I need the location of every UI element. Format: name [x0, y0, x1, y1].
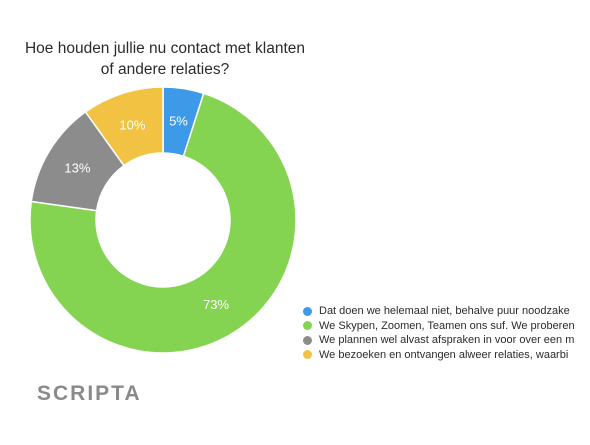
slice-data-label: 13%: [64, 161, 90, 176]
legend-item: We bezoeken en ontvangen alweer relaties…: [303, 348, 590, 363]
legend-item: Dat doen we helemaal niet, behalve puur …: [303, 304, 590, 319]
legend-swatch: [303, 335, 312, 345]
donut-slice: [84, 86, 164, 167]
legend-label: We plannen wel alvast afspraken in voor …: [319, 334, 575, 346]
scripta-logo: SCRIPTA: [37, 382, 142, 405]
legend-swatch: [303, 350, 312, 360]
legend-swatch: [303, 306, 312, 316]
chart-legend: Dat doen we helemaal niet, behalve puur …: [303, 304, 590, 362]
chart-title-line-1: Hoe houden jullie nu contact met klanten: [24, 40, 306, 57]
legend-label: Dat doen we helemaal niet, behalve puur …: [319, 305, 570, 317]
chart-title: Hoe houden jullie nu contact met klanten…: [0, 38, 330, 80]
slice-data-label: 10%: [119, 117, 145, 132]
legend-swatch: [303, 321, 312, 331]
donut-slice: [29, 92, 297, 354]
legend-item: We Skypen, Zoomen, Teamen ons suf. We pr…: [303, 319, 590, 334]
slice-data-label: 5%: [169, 114, 188, 129]
legend-label: We bezoeken en ontvangen alweer relaties…: [319, 348, 569, 361]
slice-data-label: 73%: [203, 297, 229, 312]
chart-title-line-2: of andere relaties?: [100, 61, 230, 78]
legend-label: We Skypen, Zoomen, Teamen ons suf. We pr…: [319, 319, 575, 332]
legend-item: We plannen wel alvast afspraken in voor …: [303, 333, 590, 348]
